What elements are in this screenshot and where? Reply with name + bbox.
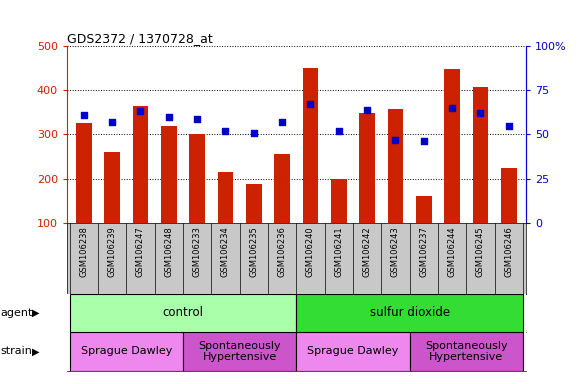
Bar <box>360 113 375 223</box>
Point <box>136 108 145 114</box>
Text: strain: strain <box>1 346 33 356</box>
Bar <box>218 172 233 223</box>
Bar <box>388 109 403 223</box>
Point <box>334 128 343 134</box>
Text: control: control <box>163 306 203 319</box>
Text: GSM106234: GSM106234 <box>221 226 230 277</box>
Bar <box>296 332 410 371</box>
Text: GSM106239: GSM106239 <box>107 226 117 277</box>
Text: GSM106236: GSM106236 <box>278 226 286 277</box>
Point <box>447 105 457 111</box>
Bar <box>274 154 290 223</box>
Text: GSM106243: GSM106243 <box>391 226 400 277</box>
Text: GSM106240: GSM106240 <box>306 226 315 277</box>
Text: GSM106241: GSM106241 <box>334 226 343 277</box>
Bar <box>410 332 523 371</box>
Bar <box>473 87 488 223</box>
Bar <box>189 134 205 223</box>
Point <box>391 137 400 143</box>
Text: GSM106244: GSM106244 <box>447 226 457 277</box>
Bar <box>76 123 92 223</box>
Point <box>164 114 174 120</box>
Point <box>306 101 315 108</box>
Text: GSM106233: GSM106233 <box>193 226 202 277</box>
Text: GSM106247: GSM106247 <box>136 226 145 277</box>
Point <box>476 110 485 116</box>
Point <box>221 128 230 134</box>
Text: GSM106238: GSM106238 <box>80 226 88 277</box>
Bar <box>416 196 432 223</box>
Bar <box>161 126 177 223</box>
Bar <box>132 106 148 223</box>
Bar <box>105 152 120 223</box>
Text: GSM106242: GSM106242 <box>363 226 372 277</box>
Text: GSM106237: GSM106237 <box>419 226 428 277</box>
Bar <box>183 332 296 371</box>
Text: sulfur dioxide: sulfur dioxide <box>370 306 450 319</box>
Text: ▶: ▶ <box>32 346 40 356</box>
Bar <box>70 294 296 332</box>
Text: Sprague Dawley: Sprague Dawley <box>81 346 172 356</box>
Bar <box>331 179 347 223</box>
Bar <box>303 68 318 223</box>
Point <box>278 119 287 125</box>
Text: agent: agent <box>1 308 33 318</box>
Bar <box>70 332 183 371</box>
Point <box>504 122 514 129</box>
Bar <box>444 69 460 223</box>
Point <box>363 107 372 113</box>
Bar <box>501 167 517 223</box>
Text: Spontaneously
Hypertensive: Spontaneously Hypertensive <box>198 341 281 362</box>
Text: GDS2372 / 1370728_at: GDS2372 / 1370728_at <box>67 32 213 45</box>
Point <box>107 119 117 125</box>
Text: GSM106248: GSM106248 <box>164 226 173 277</box>
Point <box>79 112 88 118</box>
Point <box>249 129 259 136</box>
Point <box>419 138 428 144</box>
Text: Sprague Dawley: Sprague Dawley <box>307 346 399 356</box>
Text: GSM106245: GSM106245 <box>476 226 485 277</box>
Text: GSM106235: GSM106235 <box>249 226 259 277</box>
Bar <box>296 294 523 332</box>
Text: Spontaneously
Hypertensive: Spontaneously Hypertensive <box>425 341 508 362</box>
Point <box>192 116 202 122</box>
Text: ▶: ▶ <box>32 308 40 318</box>
Text: GSM106246: GSM106246 <box>504 226 513 277</box>
Bar <box>246 184 261 223</box>
